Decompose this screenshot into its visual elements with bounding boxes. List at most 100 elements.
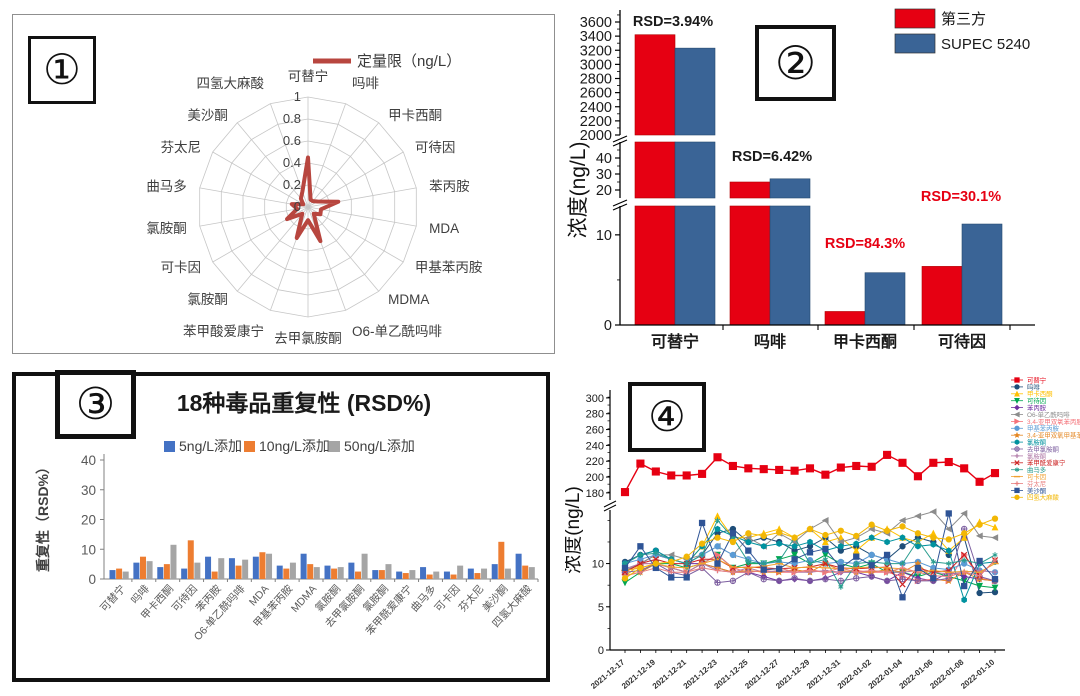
series-marker (714, 534, 721, 541)
series-marker (714, 525, 721, 533)
bar-10ng/L添加 (259, 552, 266, 579)
chart-title: 18种毒品重复性 (RSD%) (177, 390, 431, 416)
radar-axis-label: 可卡因 (161, 260, 202, 275)
legend-label: 50ng/L添加 (344, 438, 415, 454)
radar-tick-label: 0.4 (283, 155, 301, 170)
series-marker (852, 461, 861, 471)
series-marker (1014, 425, 1020, 431)
bar-SUPEC 5240 (674, 47, 716, 136)
series-marker (1014, 439, 1020, 445)
legend-label: 可卡因 (1027, 472, 1046, 481)
series-marker (1014, 460, 1020, 466)
legend-label: 曲马多 (1027, 465, 1047, 474)
radar-axis-label: 甲基苯丙胺 (415, 259, 483, 275)
series-marker (991, 575, 999, 583)
bar-第三方 (634, 205, 676, 326)
bar-SUPEC 5240 (864, 272, 906, 326)
radar-spoke (199, 206, 309, 227)
bar-第三方 (634, 141, 676, 199)
x-category-label: 可卡因 (432, 582, 463, 614)
series-marker (698, 540, 706, 547)
x-category-label: 可替宁 (97, 582, 128, 614)
radar-axis-label: 去甲氯胺酮 (274, 331, 342, 346)
bar-第三方 (824, 311, 866, 326)
trend-line-chart: 18020022024026028030005102021-12-172021-… (565, 375, 1080, 690)
bar-第三方 (634, 34, 676, 136)
rsd-annotation: RSD=84.3% (825, 236, 905, 252)
bar-50ng/L添加 (528, 567, 535, 579)
series-marker (698, 519, 706, 527)
x-category-label: 可待因 (938, 332, 986, 351)
bar-10ng/L添加 (354, 571, 361, 579)
radar-spoke (307, 151, 404, 208)
legend-label: 苯甲酰爱康宁 (1027, 458, 1065, 467)
series-marker (853, 532, 860, 540)
legend-label: 苯丙胺 (1027, 403, 1047, 412)
series-marker (1013, 431, 1021, 438)
radar-axis-label: 可替宁 (288, 68, 329, 84)
series-marker (899, 534, 906, 541)
panel-number-3: ③ (55, 370, 136, 439)
bar-第三方 (729, 181, 771, 199)
legend-label: 3,4-亚甲双氧苯丙胺 (1027, 417, 1080, 426)
series-marker (791, 534, 798, 541)
bar-10ng/L添加 (163, 564, 170, 579)
x-category-label: 可替宁 (651, 332, 699, 351)
series-marker (683, 574, 690, 581)
bar-50ng/L添加 (481, 568, 488, 579)
series-marker (714, 579, 721, 586)
bar-5ng/L添加 (396, 571, 403, 579)
bar-5ng/L添加 (467, 568, 474, 579)
series-marker (961, 551, 968, 559)
series-marker (682, 471, 691, 480)
series-marker (899, 543, 906, 550)
bar-5ng/L添加 (133, 562, 140, 579)
series-marker (760, 543, 767, 550)
series-marker (821, 538, 829, 546)
bar-SUPEC 5240 (961, 223, 1003, 326)
series-marker (759, 465, 768, 474)
series-marker (728, 461, 737, 471)
y-axis-title: 浓度(ng/L) (567, 142, 590, 239)
series-marker (821, 470, 830, 479)
series-marker (791, 551, 799, 559)
series-marker (961, 596, 967, 604)
bar-5ng/L添加 (300, 553, 307, 579)
series-marker (945, 525, 952, 533)
y-tick-label: 5 (598, 602, 604, 614)
radar-tick-label: 0 (294, 199, 301, 214)
bar-50ng/L添加 (170, 544, 177, 579)
series-marker (806, 525, 814, 533)
series-marker (668, 574, 675, 581)
series-marker (668, 558, 675, 566)
radar-axis-label: O6-单乙酰吗啡 (352, 324, 442, 339)
bar-5ng/L添加 (276, 565, 283, 579)
legend-label: 第三方 (941, 10, 986, 28)
axis-break-mark (603, 500, 617, 508)
y-tick-label: 260 (586, 425, 604, 437)
bar-5ng/L添加 (515, 553, 522, 579)
panel-number-4: ④ (628, 382, 706, 452)
legend-label: O6-单乙酰吗啡 (1027, 410, 1070, 419)
radar-axis-label: MDMA (388, 292, 429, 307)
series-marker (1014, 390, 1020, 397)
rsd-annotation: RSD=3.94% (633, 14, 713, 30)
panel-number-2-text: ② (774, 37, 817, 89)
bar-SUPEC 5240 (769, 178, 811, 199)
y-tick-label: 3200 (580, 43, 612, 59)
x-category-label: 可待因 (169, 582, 200, 614)
bar-50ng/L添加 (457, 565, 464, 579)
y-tick-label: 280 (586, 409, 604, 421)
legend-swatch (329, 441, 340, 452)
series-marker (713, 453, 722, 462)
y-axis-title: 重复性（RSD%） (35, 460, 51, 572)
radar-spoke (236, 206, 309, 292)
radar-axis-label: 四氢大麻酸 (196, 76, 264, 91)
series-marker (838, 543, 844, 550)
legend-label: 芬太尼 (1027, 479, 1046, 488)
panel-number-1-text: ① (43, 46, 81, 93)
y-tick-label: 300 (586, 393, 604, 405)
series-marker (899, 581, 906, 588)
radar-spoke (307, 206, 417, 227)
